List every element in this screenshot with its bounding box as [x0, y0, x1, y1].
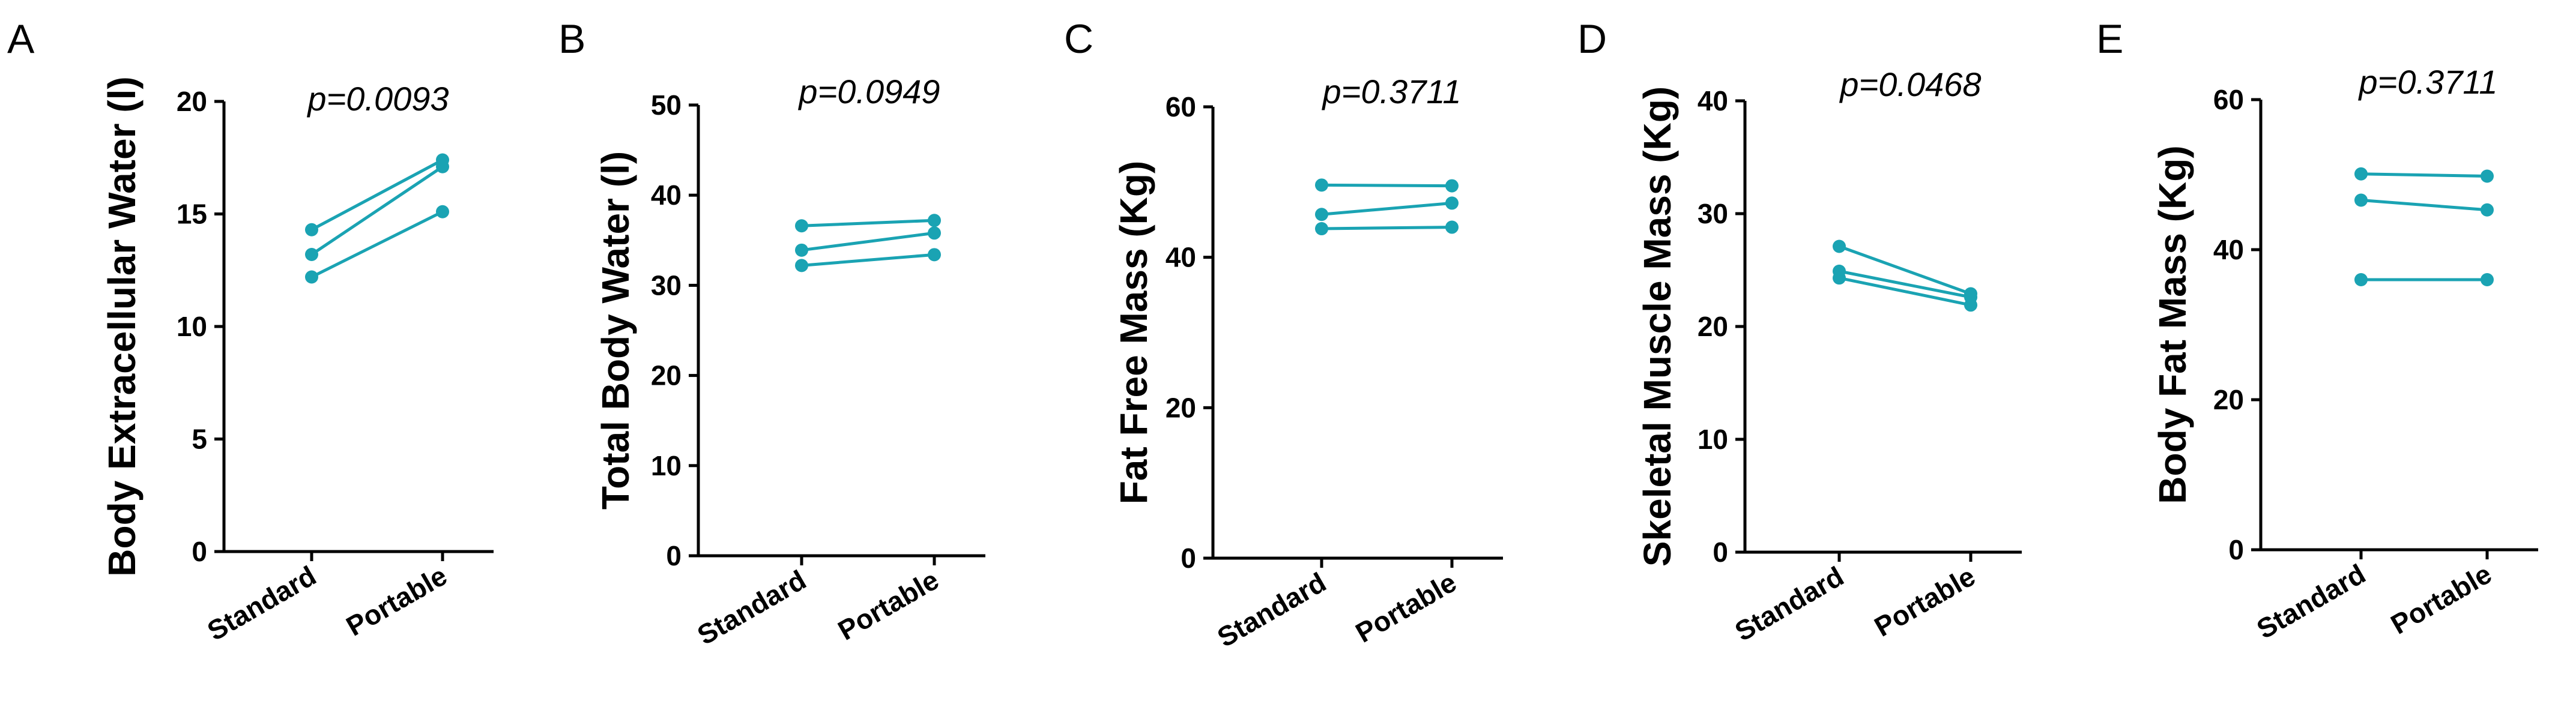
y-tick-label: 40: [1698, 85, 1728, 116]
y-tick-label: 10: [1698, 424, 1728, 455]
y-tick-label: 60: [2213, 84, 2244, 115]
series-line-2: [2360, 199, 2488, 212]
y-tick-label: 5: [192, 424, 207, 455]
x-tick-label-standard: Standard: [202, 560, 321, 647]
x-tick-label-standard: Standard: [692, 564, 811, 651]
data-point-standard: [2354, 273, 2368, 286]
series-line-2: [1321, 201, 1453, 216]
series-line-3: [801, 253, 935, 267]
data-point-portable: [1445, 196, 1459, 210]
p-value-annotation: p=0.0949: [797, 73, 940, 110]
data-point-portable: [928, 226, 941, 240]
data-point-portable: [928, 248, 941, 262]
series-line-2: [310, 165, 444, 256]
p-value-annotation: p=0.0093: [306, 80, 449, 118]
data-point-portable: [928, 214, 941, 227]
x-tick-label-portable: Portable: [833, 564, 944, 646]
y-axis-title: Body Fat Mass (Kg): [2151, 145, 2194, 504]
series-line-2: [1839, 269, 1971, 299]
y-tick-label: 20: [651, 360, 682, 391]
y-tick-label: 30: [1698, 198, 1728, 229]
chart-panel-c: Cp=0.3711 0 20 40 60 Standard Portable Fat Free…: [1064, 16, 1503, 653]
data-point-portable: [2481, 273, 2494, 286]
data-point-portable: [1445, 179, 1459, 193]
series-line-1: [310, 158, 444, 231]
data-point-portable: [2481, 203, 2494, 217]
x-tick-label-portable: Portable: [1350, 567, 1462, 649]
data-point-standard: [795, 259, 808, 272]
series-line-2: [801, 231, 935, 252]
y-tick-label: 40: [651, 179, 682, 211]
y-tick-label: 15: [177, 199, 207, 230]
y-tick-label: 20: [1698, 311, 1728, 342]
chart-panel-d: Dp=0.0468 0 10 20 30 40 Standard Portable Skelet…: [1577, 16, 2022, 647]
y-axis-title: Total Body Water (l): [594, 151, 637, 510]
y-tick-label: 0: [192, 536, 207, 567]
y-tick-label: 10: [651, 450, 682, 481]
p-value-annotation: p=0.3711: [1322, 73, 1462, 110]
panel-letter: E: [2096, 16, 2123, 62]
x-tick-label-standard: Standard: [2251, 558, 2371, 645]
y-tick-label: 0: [1181, 543, 1196, 574]
p-value-annotation: p=0.3711: [2358, 63, 2498, 101]
panel-letter: D: [1577, 16, 1607, 62]
y-axis-title: Skeletal Muscle Mass (Kg): [1636, 86, 1679, 567]
data-point-standard: [1833, 271, 1846, 285]
chart-panel-e: Ep=0.3711 0 20 40 60 Standard Portable Body Fat…: [2096, 16, 2538, 645]
series-line-1: [2360, 172, 2488, 178]
y-tick-label: 20: [2213, 384, 2244, 415]
data-point-portable: [1445, 220, 1459, 234]
y-tick-label: 40: [1166, 242, 1196, 273]
y-axis-title: Fat Free Mass (Kg): [1112, 161, 1155, 505]
data-point-standard: [795, 219, 808, 233]
chart-panel-b: Bp=0.0949 0 10 20 30 40 50 Standard Portable Tota…: [558, 16, 985, 651]
x-tick-label-portable: Portable: [1869, 561, 1980, 643]
x-tick-label-portable: Portable: [2386, 558, 2497, 640]
y-tick-label: 0: [666, 540, 682, 571]
data-point-standard: [1315, 222, 1328, 236]
y-tick-label: 20: [1166, 392, 1196, 423]
data-point-standard: [305, 270, 318, 284]
series-line-1: [801, 218, 935, 227]
panel-letter: A: [7, 16, 35, 62]
data-point-standard: [305, 248, 318, 261]
data-point-portable: [436, 205, 449, 218]
panel-letter: C: [1064, 16, 1093, 62]
y-tick-label: 30: [651, 269, 682, 301]
series-line-3: [310, 210, 444, 278]
data-point-standard: [2354, 193, 2368, 207]
series-line-3: [1321, 226, 1453, 230]
y-tick-label: 10: [177, 311, 207, 342]
chart-panel-a: Ap=0.0093 0 5 10 15 20 Standard Portable Body Ex…: [7, 16, 494, 646]
series-line-3: [1839, 276, 1971, 307]
data-point-standard: [1315, 178, 1328, 192]
x-tick-label-standard: Standard: [1212, 567, 1331, 654]
data-point-standard: [1833, 239, 1846, 253]
x-tick-label-standard: Standard: [1729, 561, 1849, 648]
y-tick-label: 40: [2213, 234, 2244, 265]
y-tick-label: 0: [1713, 537, 1728, 568]
data-point-portable: [436, 160, 449, 173]
data-point-portable: [1964, 298, 1977, 312]
panel-letter: B: [558, 16, 585, 62]
p-value-annotation: p=0.0468: [1839, 65, 1981, 103]
y-tick-label: 50: [651, 89, 682, 121]
y-tick-label: 20: [177, 86, 207, 117]
y-tick-label: 0: [2228, 534, 2244, 565]
data-point-portable: [2481, 169, 2494, 183]
y-axis-title: Body Extracellular Water (l): [100, 76, 144, 576]
data-point-standard: [795, 243, 808, 257]
x-tick-label-portable: Portable: [341, 560, 452, 642]
series-line-1: [1839, 245, 1971, 295]
data-point-standard: [305, 223, 318, 236]
data-point-standard: [2354, 167, 2368, 181]
data-point-standard: [1315, 208, 1328, 221]
y-tick-label: 60: [1166, 91, 1196, 122]
